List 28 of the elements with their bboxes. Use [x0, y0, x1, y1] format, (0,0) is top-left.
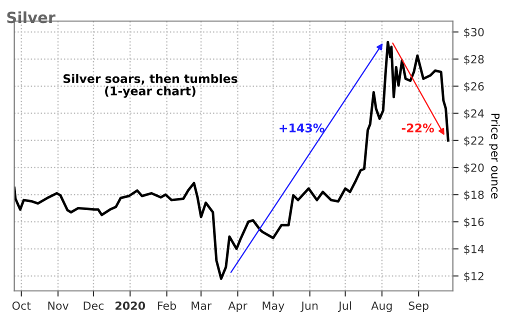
line-series: [14, 40, 450, 280]
x-tick-label: Aug: [371, 302, 392, 312]
x-tick-label: Nov: [48, 302, 69, 310]
annotation: +143%: [280, 124, 324, 132]
y-tick-label: $18: [464, 190, 484, 200]
annotation: -22%: [402, 124, 434, 132]
x-tick-label: 2020: [116, 301, 146, 310]
y-tick-label: $20: [464, 163, 484, 174]
y-tick-label: $30: [464, 28, 484, 38]
y-axis-title: Price per ounce: [489, 114, 500, 199]
y-tick-label: $22: [464, 136, 484, 146]
annotation: Silver soars, then tumbles (1-year chart): [63, 74, 238, 98]
y-tick-label: $16: [464, 218, 484, 228]
y-tick-label: $12: [464, 272, 484, 282]
x-tick-label: Feb: [158, 301, 176, 310]
y-tick-label: $14: [464, 244, 484, 255]
x-tick-label: Jul: [338, 301, 351, 312]
y-tick-label: $28: [464, 54, 484, 65]
x-tick-label: Apr: [228, 302, 248, 312]
y-tick-label: $26: [464, 82, 484, 92]
x-tick-label: Jun: [300, 302, 318, 312]
x-tick-label: Sep: [408, 301, 428, 312]
x-tick-label: May: [262, 302, 284, 312]
chart-title: Silver: [7, 11, 56, 24]
y-tick-label: $24: [464, 109, 484, 120]
x-tick-label: Oct: [12, 301, 31, 310]
x-tick-label: Dec: [84, 302, 104, 310]
x-tick-label: Mar: [192, 302, 212, 310]
